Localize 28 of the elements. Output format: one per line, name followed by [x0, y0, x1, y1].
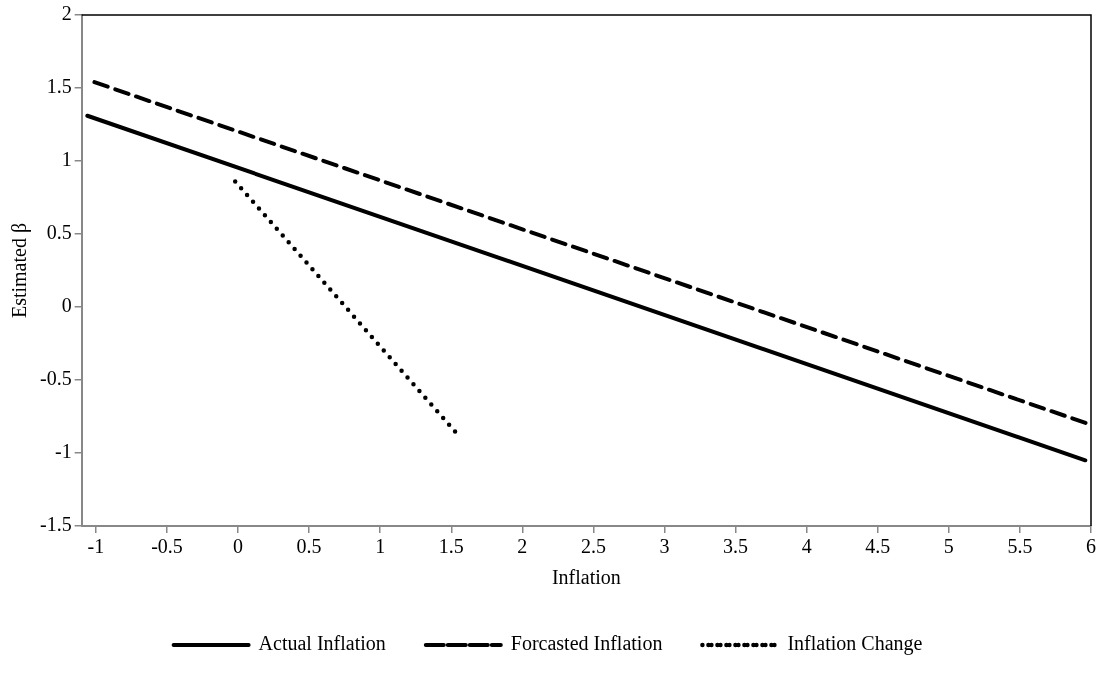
x-tick-label: 3 [659, 535, 670, 558]
x-axis-title: Inflation [551, 566, 621, 589]
y-tick-label: -1.5 [39, 513, 72, 536]
y-tick-label: 0 [61, 294, 72, 317]
x-tick-label: 0.5 [296, 535, 322, 558]
x-tick-label: 4.5 [865, 535, 891, 558]
x-tick-label: 1.5 [438, 535, 464, 558]
legend-label: Actual Inflation [258, 632, 386, 655]
y-tick-label: 0.5 [46, 221, 72, 244]
y-tick-label: -1 [54, 440, 72, 463]
legend-label: Forcasted Inflation [510, 632, 663, 655]
x-tick-label: 2 [517, 535, 528, 558]
x-tick-label: 5.5 [1007, 535, 1033, 558]
y-axis-title: Estimated β [8, 222, 32, 319]
y-tick-label: 1.5 [46, 75, 72, 98]
x-tick-label: -0.5 [151, 535, 183, 558]
y-tick-label: 1 [61, 148, 72, 171]
x-tick-label: 5 [943, 535, 954, 558]
x-tick-label: 2.5 [580, 535, 606, 558]
x-tick-label: 4 [801, 535, 812, 558]
x-tick-label: -1 [87, 535, 105, 558]
x-tick-label: 1 [375, 535, 386, 558]
y-tick-label: 2 [61, 2, 72, 25]
y-tick-label: -0.5 [39, 367, 72, 390]
x-tick-label: 6 [1086, 535, 1096, 558]
legend-label: Inflation Change [787, 632, 923, 656]
x-tick-label: 3.5 [723, 535, 749, 558]
x-tick-label: 0 [233, 535, 244, 558]
